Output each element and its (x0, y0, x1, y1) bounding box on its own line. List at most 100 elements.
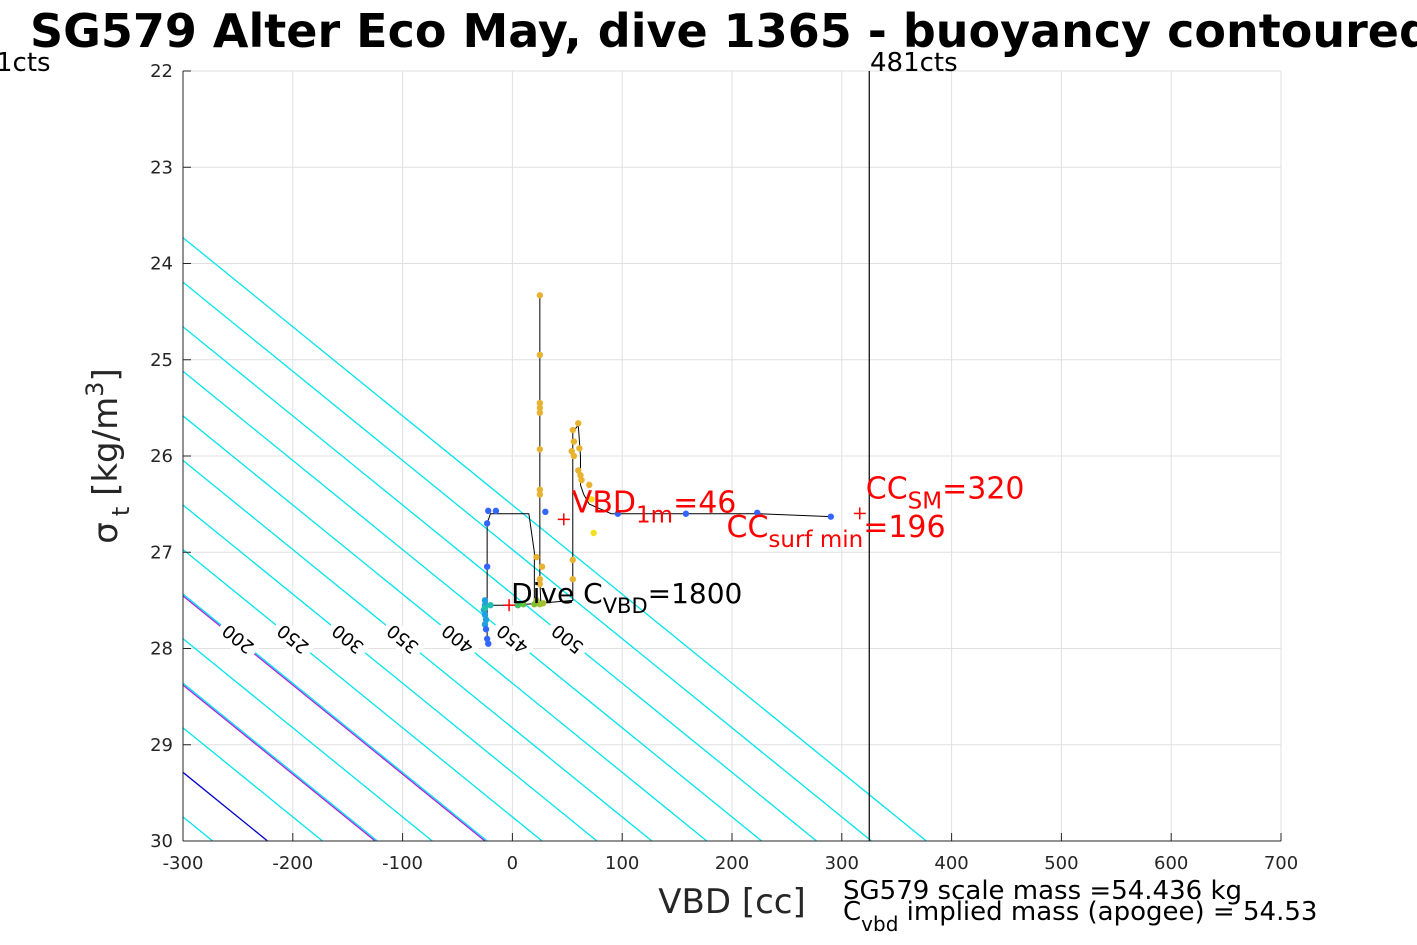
special-contour-line (183, 684, 376, 841)
data-point (578, 476, 585, 484)
data-point (536, 486, 544, 493)
chart-title: SG579 Alter Eco May, dive 1365 - buoyanc… (30, 4, 1417, 58)
data-point (588, 496, 595, 503)
ccsm-label-sub: SM (908, 488, 942, 514)
y-label-units: [kg/m (86, 397, 126, 507)
y-label-sup: 3 (81, 382, 109, 397)
y-axis-label: σt [kg/m3] (81, 368, 135, 543)
data-point (536, 399, 544, 407)
data-point (614, 510, 622, 517)
data-point (533, 597, 540, 604)
contour-line (183, 548, 543, 841)
dive-cvbd-label-sub: VBD (603, 594, 648, 618)
contour-line (183, 236, 927, 841)
contour-label-bg (487, 617, 537, 663)
y-tick-label: 29 (150, 735, 173, 756)
vbd1m-label: VBD1m=46 (572, 485, 737, 528)
contour-line (183, 593, 488, 841)
contour-label-bg (268, 617, 317, 663)
data-point (536, 446, 544, 453)
x-tick-label: 400 (934, 853, 968, 874)
contour-line (0, 71, 158, 841)
y-tick-label: 25 (150, 350, 173, 371)
data-point (514, 601, 522, 609)
contour-label-bg (378, 617, 427, 663)
data-point (481, 621, 489, 628)
x-tick-label: 300 (825, 853, 859, 874)
x-ticks: -300 -200 -100 0 100 200 300 400 500 600 700 (163, 833, 1298, 874)
x-tick-label: 100 (605, 853, 639, 874)
svg-text:σt [kg/m3]: σt [kg/m3] (81, 368, 135, 543)
data-point (682, 510, 690, 517)
data-points (480, 292, 835, 647)
x-tick-label: -100 (382, 853, 423, 874)
data-point (536, 576, 544, 583)
data-point (483, 563, 491, 570)
cc-surf-min-label-rest: =196 (863, 510, 945, 545)
data-point (485, 640, 492, 647)
contour-line (183, 415, 708, 841)
y-tick-label: 30 (150, 831, 173, 852)
data-point (570, 438, 578, 445)
y-tick-label: 23 (150, 157, 173, 178)
x-tick-label: 0 (507, 853, 518, 874)
y-tick-label: 27 (150, 542, 173, 563)
data-point (827, 513, 835, 520)
data-point (754, 509, 761, 516)
y-label-sigma: σ (86, 522, 126, 544)
data-point (586, 481, 593, 489)
y-tick-label: 26 (150, 446, 173, 467)
x-tick-label: 200 (715, 853, 749, 874)
data-point (482, 626, 490, 633)
data-point (568, 447, 575, 455)
contour-label-bg (542, 617, 591, 663)
data-point (542, 508, 549, 516)
contour-line (183, 504, 598, 841)
data-point (576, 445, 583, 452)
special-contour-line (183, 595, 486, 841)
data-point (485, 507, 492, 515)
data-point (483, 635, 491, 643)
left-cts-label: 1cts (0, 48, 51, 78)
contour-line (183, 281, 872, 841)
x-tick-label: -200 (272, 853, 313, 874)
y-ticks: 22 23 24 25 26 27 28 29 30 (150, 61, 191, 852)
data-point (536, 292, 544, 299)
implied-mass-sub: vbd (861, 912, 898, 936)
contour-line (183, 637, 433, 841)
implied-mass-c: C (843, 897, 861, 927)
buoyancy-contours (0, 71, 927, 841)
data-point (520, 601, 527, 608)
vbd1m-label-sub: 1m (636, 502, 673, 528)
implied-mass-text: Cvbd implied mass (apogee) = 54.53 (843, 897, 1317, 936)
data-point (569, 556, 576, 564)
data-point (575, 467, 582, 474)
vertical-line-label: 481cts (870, 48, 958, 78)
data-point (538, 563, 546, 570)
x-tick-label: 600 (1154, 853, 1188, 874)
y-label-close: ] (86, 368, 126, 381)
ccsm-label: CCSM=320 (866, 471, 1025, 514)
y-tick-label: 22 (150, 61, 173, 82)
data-point (577, 472, 584, 479)
data-point (536, 404, 544, 412)
data-point (481, 611, 489, 619)
implied-mass-rest: implied mass (apogee) = 54.53 (898, 897, 1317, 927)
data-point (481, 604, 489, 612)
contour-line (183, 370, 763, 841)
scale-mass-text: SG579 scale mass =54.436 kg (843, 876, 1242, 906)
x-tick-label: 700 (1264, 853, 1298, 874)
contour-line (183, 325, 817, 841)
contour-line (183, 682, 378, 841)
cc-surf-min-label-sub: surf min (768, 527, 863, 553)
contour-line (0, 71, 48, 841)
y-tick-label: 28 (150, 639, 173, 660)
contour-label-bg (213, 617, 262, 663)
data-point (536, 409, 544, 416)
cc-surf-min-label-main: CC (727, 510, 769, 545)
data-point (533, 553, 540, 561)
data-point (575, 420, 582, 427)
x-axis-label: VBD [cc] (658, 882, 806, 922)
